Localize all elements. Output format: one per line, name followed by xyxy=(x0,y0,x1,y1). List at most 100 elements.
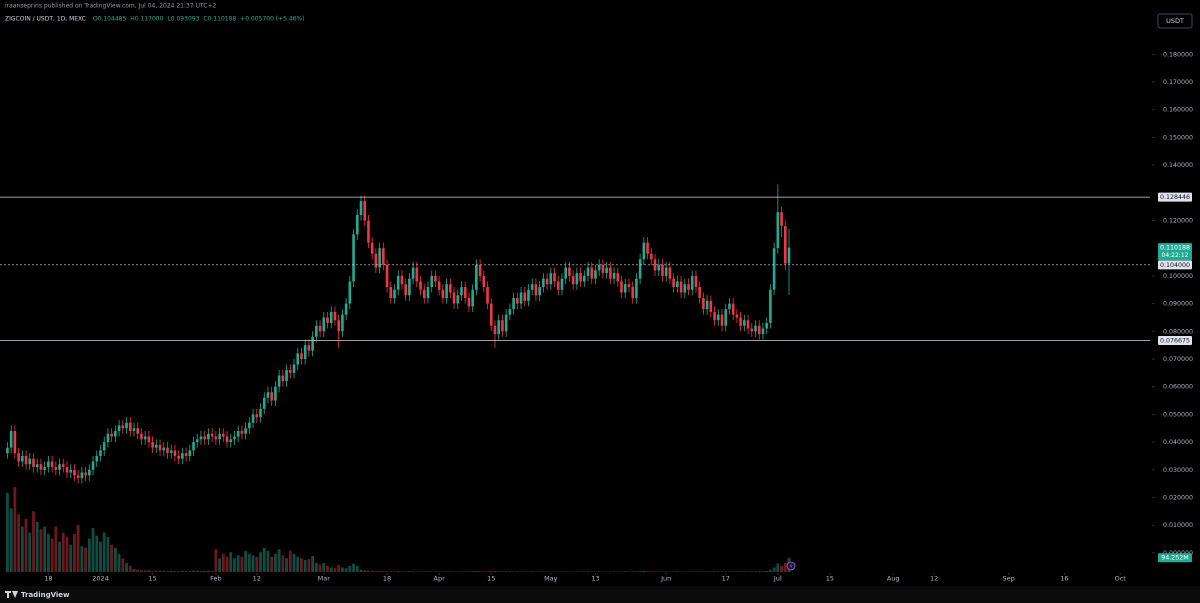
bar-countdown: 04:22:12 xyxy=(1162,252,1189,259)
candle-body xyxy=(333,311,337,321)
volume-bar xyxy=(359,569,363,572)
x-tick-label: 16 xyxy=(1060,575,1068,583)
volume-bar xyxy=(754,571,757,572)
price-label-box xyxy=(1158,260,1192,270)
candle-body xyxy=(456,295,460,304)
candle-body xyxy=(687,284,690,290)
volume-bar xyxy=(493,570,497,572)
candle-body xyxy=(683,284,687,293)
candle-body xyxy=(288,370,292,373)
candle-body xyxy=(177,455,180,459)
volume-bar xyxy=(352,563,355,572)
candle-body xyxy=(195,439,199,443)
candle-body xyxy=(248,422,251,429)
candle-body xyxy=(114,431,117,437)
candle-body xyxy=(311,336,314,351)
candle-body xyxy=(162,447,166,451)
candle-body xyxy=(475,264,478,290)
candle-body xyxy=(281,375,285,382)
candle-body xyxy=(125,422,128,429)
volume-bar xyxy=(192,570,195,572)
candle-body xyxy=(441,289,445,299)
volume-bar xyxy=(623,571,627,572)
candle-body xyxy=(612,273,616,279)
candle-body xyxy=(396,275,400,290)
candle-body xyxy=(128,422,132,432)
volume-bar xyxy=(687,571,690,572)
candle-body xyxy=(359,201,363,215)
y-tick-label: 0.180000 xyxy=(1163,51,1193,58)
candle-body xyxy=(538,286,541,296)
x-tick-label: 15 xyxy=(487,575,495,583)
candle-body xyxy=(84,472,87,476)
candle-body xyxy=(50,461,54,468)
volume-bar xyxy=(783,562,787,572)
volume-bar xyxy=(32,511,35,572)
volume-bar xyxy=(370,570,374,572)
candle-body xyxy=(69,469,73,473)
volume-bar xyxy=(646,571,649,572)
candle-body xyxy=(318,325,322,332)
candle-body xyxy=(404,284,407,296)
candle-body xyxy=(716,314,720,321)
volume-bar xyxy=(117,553,121,572)
candle-body xyxy=(449,284,452,293)
volume-bar xyxy=(154,570,158,572)
candle-body xyxy=(155,444,158,448)
candle-body xyxy=(668,267,672,279)
volume-bar xyxy=(247,553,251,572)
candle-body xyxy=(676,281,679,287)
x-tick-label: Mar xyxy=(318,575,331,583)
volume-bar xyxy=(344,568,348,572)
x-tick-label: Aug xyxy=(887,575,900,583)
volume-bar xyxy=(43,526,47,572)
price-label-box xyxy=(1158,192,1192,202)
volume-bar xyxy=(467,571,471,572)
candle-body xyxy=(642,242,646,260)
candle-body xyxy=(110,433,113,437)
volume-bar xyxy=(620,571,623,572)
volume-bar xyxy=(553,571,556,572)
volume-bar xyxy=(300,558,303,572)
candle-body xyxy=(54,467,58,470)
volume-bar xyxy=(337,565,341,572)
candle-body xyxy=(218,433,221,440)
volume-bar xyxy=(6,493,9,572)
footer-bar xyxy=(0,586,1200,603)
volume-bar xyxy=(326,565,329,572)
volume-bar xyxy=(523,571,527,572)
candle-body xyxy=(478,264,482,276)
volume-bar xyxy=(285,558,288,572)
volume-bar xyxy=(288,550,292,572)
candle-body xyxy=(251,414,255,423)
volume-bar xyxy=(46,534,50,572)
brand-name: TradingView xyxy=(21,591,70,599)
candle-body xyxy=(489,303,493,326)
y-tick-label: 0.020000 xyxy=(1163,494,1193,501)
candle-body xyxy=(553,273,556,282)
candle-body xyxy=(348,281,352,304)
volume-bar xyxy=(61,532,65,572)
candle-body xyxy=(437,281,441,290)
y-tick-label: 0.070000 xyxy=(1163,356,1193,363)
volume-bar xyxy=(259,552,262,572)
volume-bar xyxy=(266,550,270,572)
candle-body xyxy=(169,450,173,454)
candle-body xyxy=(214,436,218,440)
candle-body xyxy=(750,328,754,332)
candle-body xyxy=(627,284,631,287)
y-tick-label: 0.150000 xyxy=(1163,134,1193,141)
y-tick-label: 0.050000 xyxy=(1163,411,1193,418)
candle-body xyxy=(225,436,229,443)
candle-body xyxy=(266,392,270,398)
candle-body xyxy=(702,298,705,310)
ohlc-value: O0.104485 xyxy=(93,16,127,23)
candle-body xyxy=(61,464,65,468)
candle-body xyxy=(594,270,597,279)
volume-bar xyxy=(292,553,296,572)
volume-bar xyxy=(657,571,661,572)
candle-body xyxy=(664,267,668,276)
candle-body xyxy=(527,289,530,301)
volume-bar xyxy=(140,570,143,572)
